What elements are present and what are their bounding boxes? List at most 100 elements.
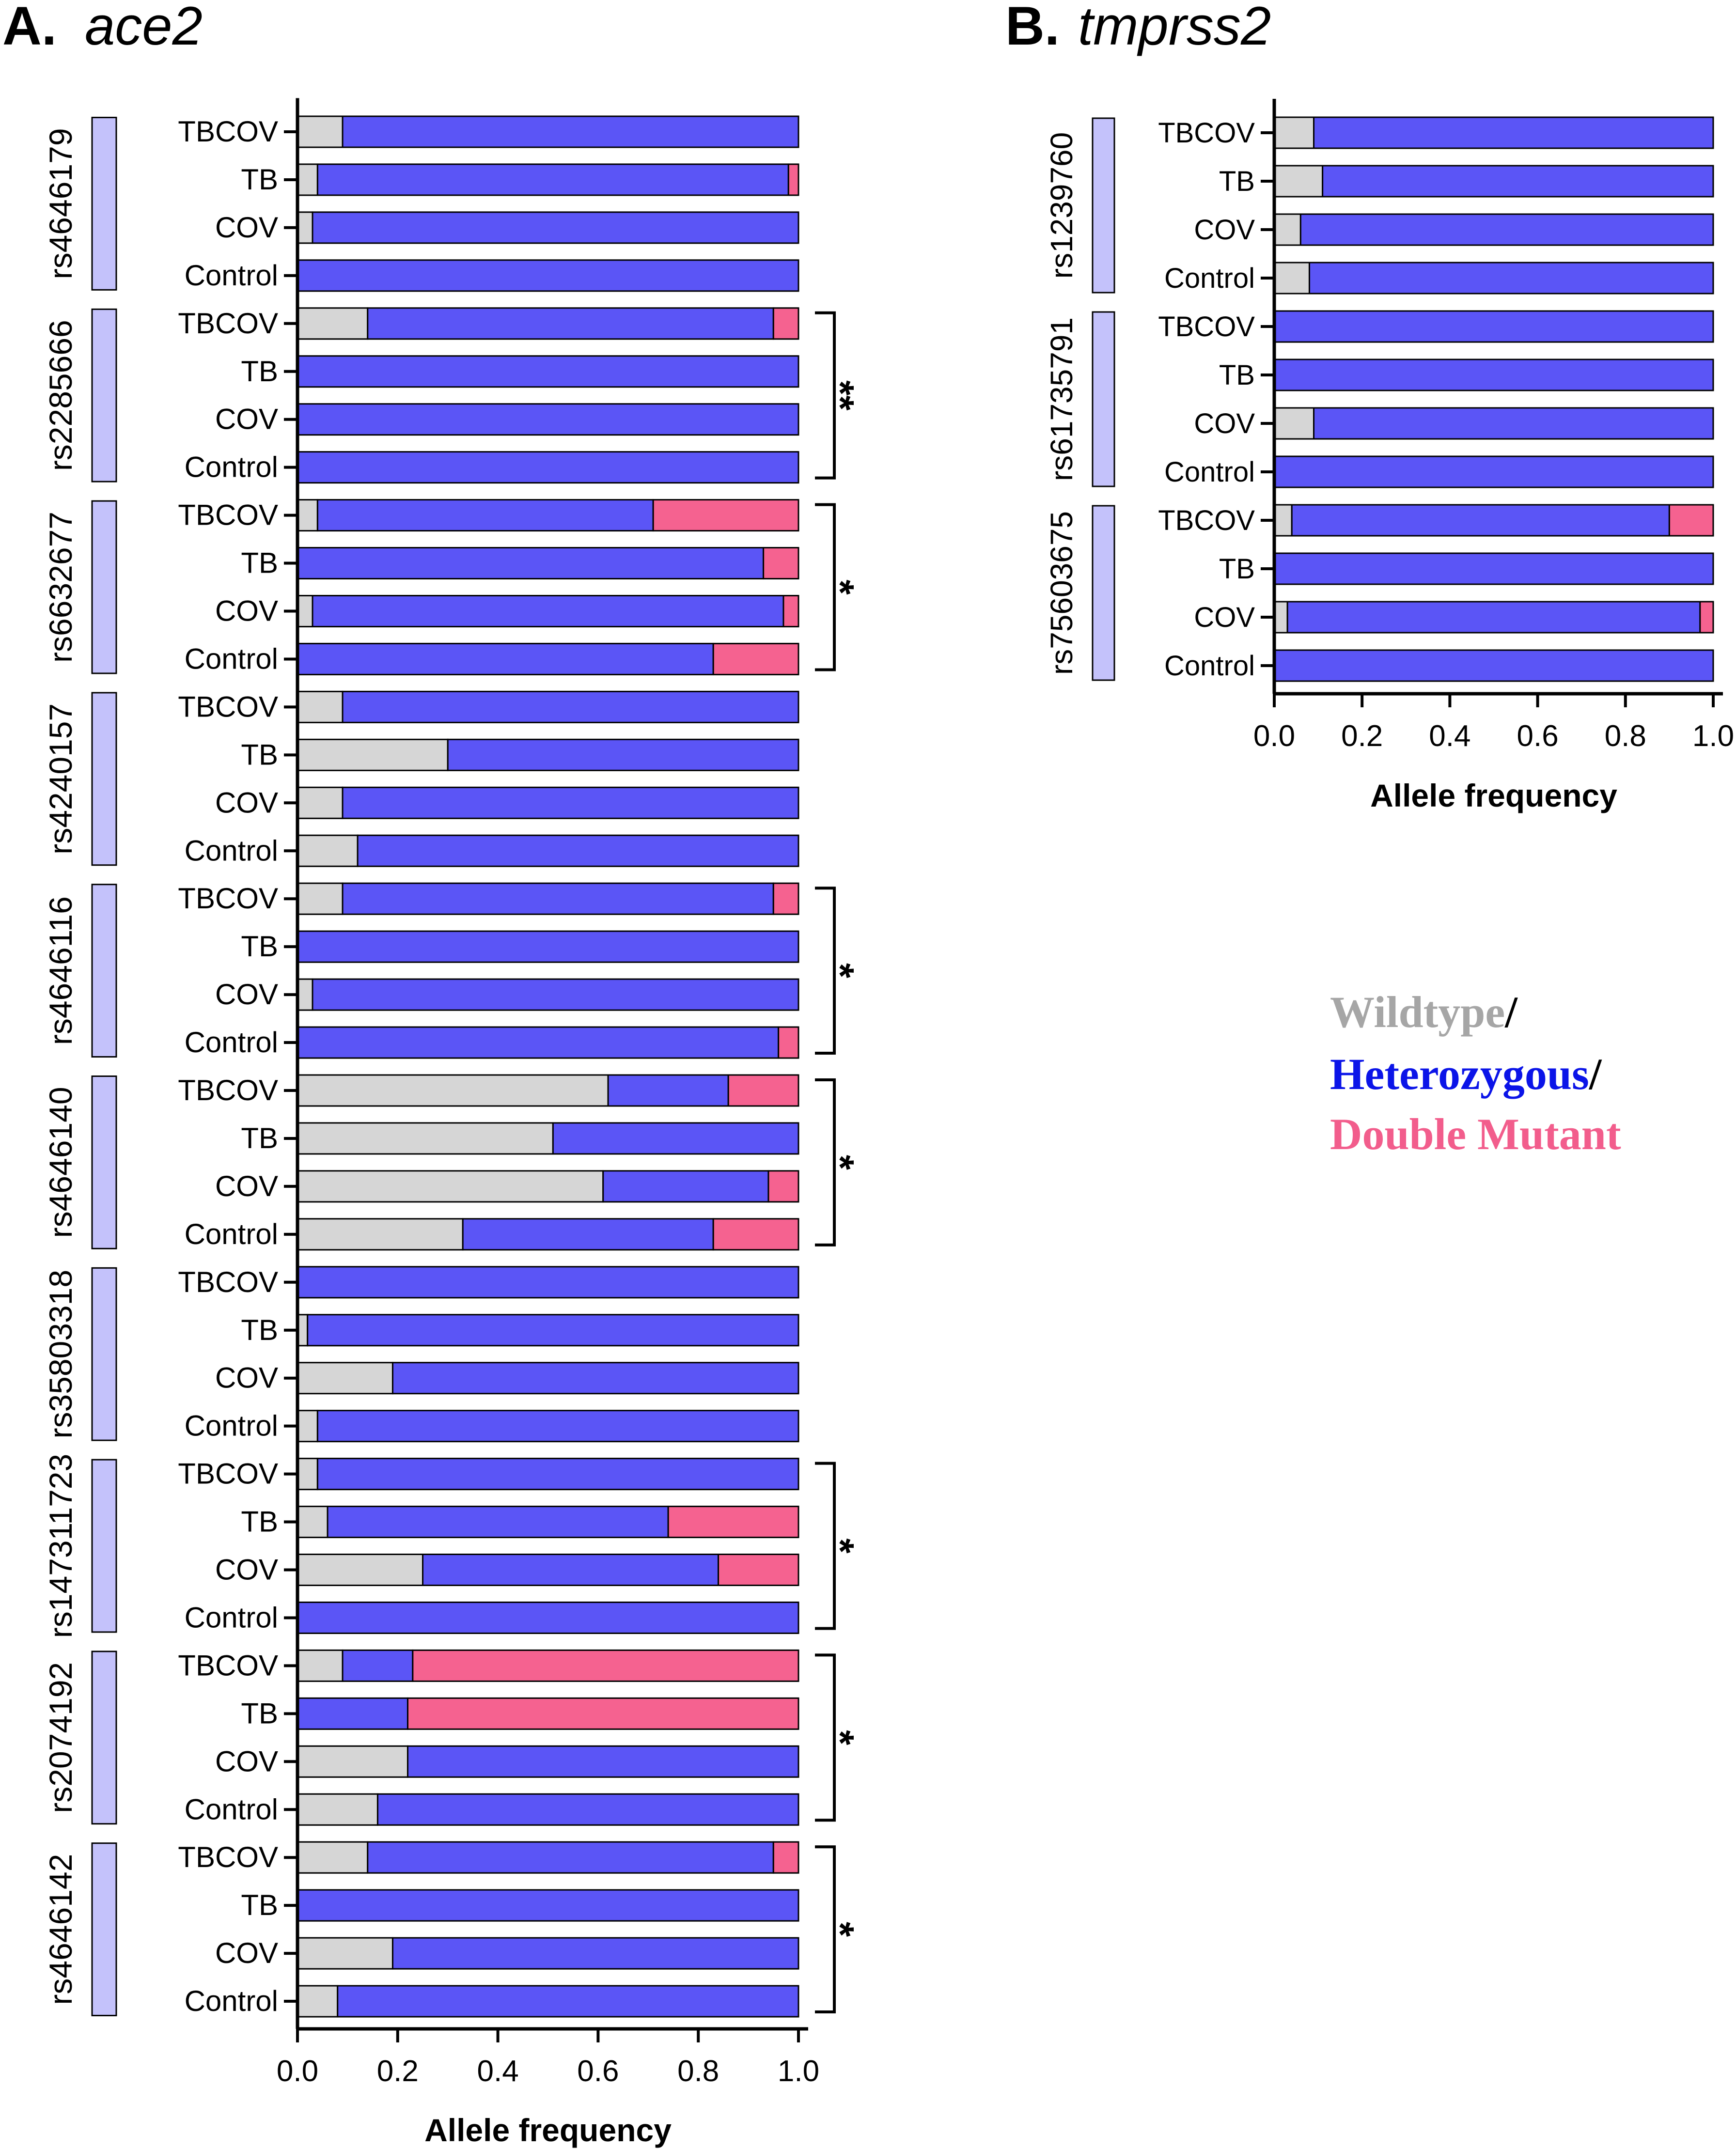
bar-segment-heterozygous <box>1273 649 1714 682</box>
snp-group-box <box>1092 117 1115 294</box>
category-label: TBCOV <box>178 307 278 340</box>
legend: Wildtype/ Heterozygous/ Double Mutant <box>1330 987 1621 1159</box>
snp-label: rs2074192 <box>43 1662 78 1813</box>
category-label: TB <box>241 547 278 579</box>
snp-group-box <box>91 1267 117 1441</box>
legend-line-heterozygous: Heterozygous/ <box>1330 1049 1602 1099</box>
legend-double-mutant-label: Double Mutant <box>1330 1109 1621 1159</box>
snp-group-box <box>91 500 117 674</box>
category-label: Control <box>1164 456 1255 488</box>
category-label: Control <box>185 1026 278 1059</box>
bar-segment-heterozygous <box>447 738 799 771</box>
bar-segment-heterozygous <box>342 1649 414 1682</box>
bar-segment-wildtype <box>297 834 359 867</box>
panel-b-chart: TBCOVTBCOVControlrs1239760TBCOVTBCOVCont… <box>1044 99 1734 813</box>
category-label: Control <box>185 1601 278 1634</box>
panel-a-chart: TBCOVTBCOVControlrs4646179TBCOVTBCOVCont… <box>43 98 862 2148</box>
bar-segment-wildtype <box>297 738 449 771</box>
bar-segment-heterozygous <box>1286 601 1701 634</box>
bar-segment-heterozygous <box>297 642 714 675</box>
snp-group-box <box>91 117 117 291</box>
bar-segment-heterozygous <box>312 978 799 1011</box>
significance-marker: * <box>819 963 862 979</box>
category-label: COV <box>215 595 278 627</box>
bar-segment-heterozygous <box>602 1170 769 1203</box>
bar-segment-heterozygous <box>357 834 799 867</box>
x-tick-label: 0.2 <box>1341 719 1383 753</box>
bar-segment-wildtype <box>297 1793 378 1826</box>
bar-segment-wildtype <box>297 1745 408 1778</box>
x-tick-label: 1.0 <box>778 2055 819 2088</box>
category-label: TBCOV <box>178 690 278 723</box>
bar-segment-double-mutant <box>772 307 799 340</box>
snp-group-box <box>91 884 117 1058</box>
bar-segment-heterozygous <box>327 1506 669 1539</box>
bar-segment-wildtype <box>297 786 344 819</box>
category-label: COV <box>215 978 278 1011</box>
category-label: TB <box>241 1506 278 1538</box>
category-label: TBCOV <box>1158 505 1255 536</box>
bar-segment-wildtype <box>1273 601 1288 634</box>
bar-segment-wildtype <box>297 1218 464 1251</box>
bar-segment-wildtype <box>297 1122 554 1155</box>
category-label: TB <box>1219 553 1255 585</box>
bar-segment-heterozygous <box>297 1697 408 1730</box>
panel-b-gene-title: tmprss2 <box>1078 0 1271 56</box>
legend-separator: / <box>1504 987 1518 1037</box>
significance-bracket <box>815 503 836 671</box>
bar-segment-wildtype <box>297 1649 344 1682</box>
bar-segment-heterozygous <box>297 1889 799 1922</box>
category-label: TBCOV <box>178 1649 278 1682</box>
bar-segment-wildtype <box>297 163 318 196</box>
bar-segment-heterozygous <box>316 1458 799 1491</box>
x-tick-label: 0.8 <box>677 2055 719 2088</box>
bar-segment-heterozygous <box>407 1745 799 1778</box>
category-label: TB <box>241 1122 278 1154</box>
significance-bracket <box>815 887 836 1055</box>
snp-label: rs147311723 <box>43 1454 78 1638</box>
category-label: Control <box>185 1410 278 1442</box>
significance-bracket <box>815 1462 836 1630</box>
bar-segment-wildtype <box>297 1362 393 1395</box>
bar-segment-double-mutant <box>772 1841 799 1874</box>
bar-segment-heterozygous <box>1299 213 1714 246</box>
category-label: COV <box>215 1937 278 1969</box>
bar-segment-heterozygous <box>312 211 799 244</box>
bar-segment-wildtype <box>297 1170 604 1203</box>
bar-segment-wildtype <box>1273 262 1310 295</box>
bar-segment-heterozygous <box>342 882 774 915</box>
bar-segment-heterozygous <box>316 499 654 532</box>
category-label: TB <box>241 1697 278 1729</box>
category-label: TBCOV <box>1158 311 1255 343</box>
bar-segment-heterozygous <box>1308 262 1714 295</box>
bar-segment-wildtype <box>1273 165 1324 198</box>
bar-segment-heterozygous <box>297 930 799 963</box>
category-label: COV <box>1194 214 1255 246</box>
category-label: COV <box>215 1745 278 1777</box>
category-label: COV <box>215 1554 278 1586</box>
category-label: Control <box>185 259 278 292</box>
bar-segment-heterozygous <box>391 1937 799 1970</box>
category-label: COV <box>215 786 278 819</box>
category-label: Control <box>185 451 278 483</box>
category-label: COV <box>215 211 278 244</box>
bar-segment-wildtype <box>1273 407 1315 440</box>
snp-group-box <box>91 1842 117 2017</box>
bar-segment-wildtype <box>1273 504 1293 537</box>
category-label: TBCOV <box>1158 117 1255 149</box>
snp-group-box <box>91 308 117 483</box>
bar-segment-heterozygous <box>1291 504 1670 537</box>
snp-label: rs35803318 <box>43 1270 78 1439</box>
legend-separator: / <box>1589 1049 1602 1099</box>
x-tick-label: 0.6 <box>577 2055 619 2088</box>
snp-label: rs61735791 <box>1044 317 1079 481</box>
category-label: TB <box>241 163 278 196</box>
bar-segment-heterozygous <box>1273 358 1714 391</box>
bar-segment-heterozygous <box>1273 455 1714 488</box>
bar-segment-double-mutant <box>407 1697 799 1730</box>
bar-segment-wildtype <box>297 1458 318 1491</box>
bar-segment-heterozygous <box>391 1362 799 1395</box>
bar-segment-wildtype <box>297 1410 318 1443</box>
category-label: TBCOV <box>178 882 278 915</box>
category-label: Control <box>185 1793 278 1825</box>
